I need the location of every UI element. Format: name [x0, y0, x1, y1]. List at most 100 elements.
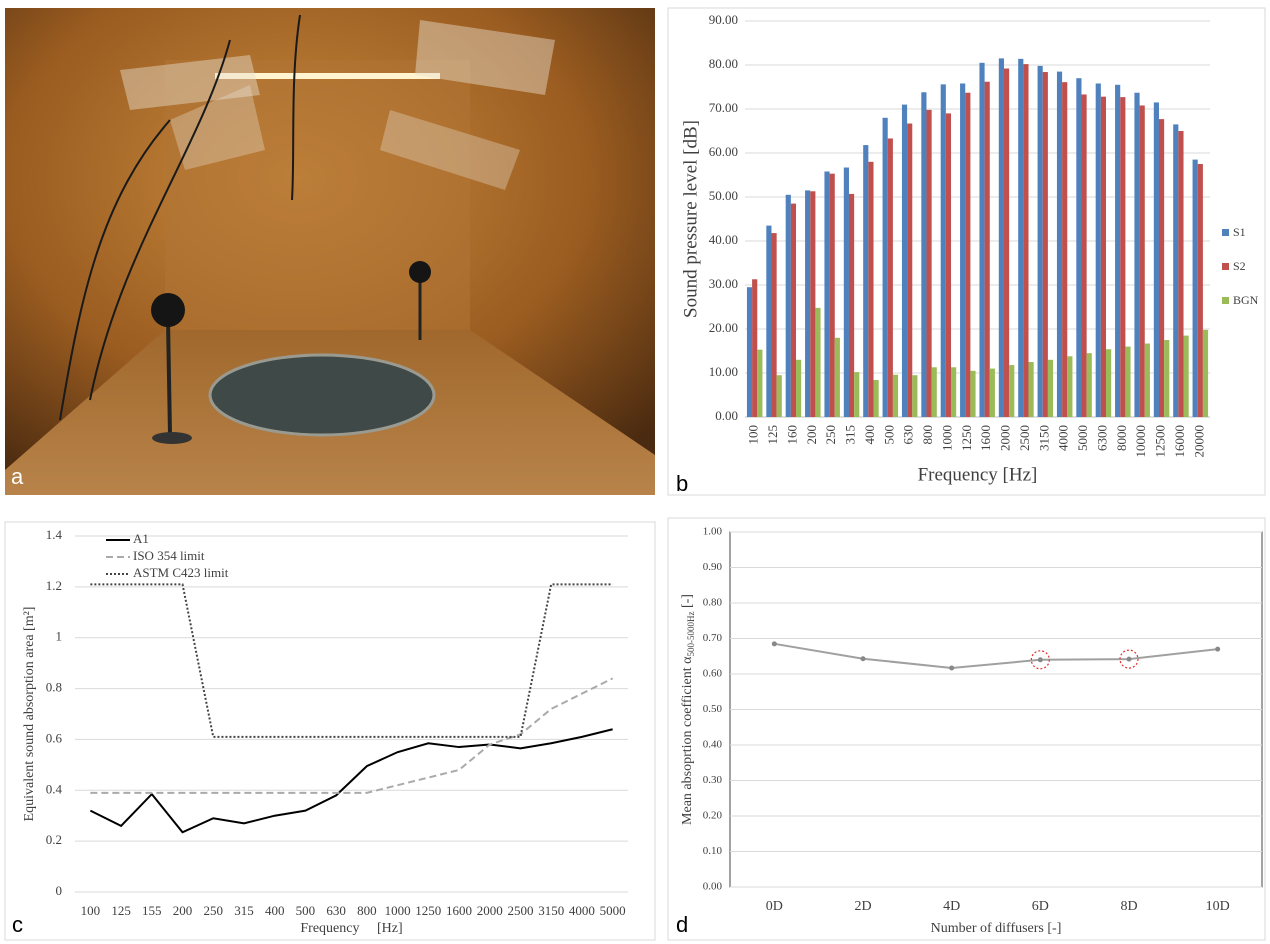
bar: [1164, 340, 1170, 417]
x-tick-label: 1000: [385, 903, 411, 918]
bar: [1081, 94, 1087, 417]
panel-label: d: [676, 912, 688, 937]
panel-frame: [667, 7, 1266, 496]
y-tick-label: 60.00: [709, 144, 738, 159]
x-tick-label: 125: [111, 903, 131, 918]
y-tick-label: 1.2: [46, 578, 62, 593]
x-tick-label: 400: [265, 903, 285, 918]
x-tick-label: 800: [920, 425, 935, 445]
bar: [1178, 131, 1184, 417]
y-axis-label: Sound pressure level [dB]: [680, 120, 701, 318]
bar: [790, 203, 797, 417]
highlight-circle: [1030, 650, 1050, 670]
x-tick-label: 315: [843, 425, 858, 445]
panel-frame: [667, 517, 1266, 941]
bar: [1037, 65, 1043, 417]
bar: [1086, 353, 1092, 417]
bar: [1197, 164, 1203, 417]
bar: [854, 372, 860, 417]
line: [90, 583, 613, 738]
bar: [834, 337, 840, 417]
bar: [912, 375, 918, 417]
bar: [873, 380, 879, 417]
bar: [945, 113, 952, 418]
panel-label: b: [676, 471, 688, 496]
y-tick-label: 1.4: [46, 527, 63, 542]
bar: [771, 233, 777, 417]
bar: [1144, 343, 1150, 417]
x-tick-label: 3150: [538, 903, 564, 918]
x-tick-label: 500: [296, 903, 316, 918]
photo: a: [5, 8, 655, 495]
y-axis-label-part: [-]: [680, 594, 695, 612]
bar: [805, 190, 811, 417]
x-tick-label: 8D: [1120, 899, 1137, 914]
y-tick-label: 0.6: [46, 730, 63, 745]
bar: [1047, 359, 1054, 417]
x-tick-label: 630: [901, 425, 916, 445]
x-tick-label: 315: [234, 903, 254, 918]
y-axis-label: Equivalent sound absorption area [m²]: [22, 607, 37, 822]
x-tick-label: 4000: [569, 903, 595, 918]
y-tick-label: 30.00: [709, 276, 738, 291]
x-tick-label: 500: [881, 425, 896, 445]
y-tick-label: 40.00: [709, 232, 738, 247]
y-tick-label: 50.00: [709, 188, 738, 203]
y-tick-label: 20.00: [709, 320, 738, 335]
bar: [989, 368, 995, 417]
bar: [1153, 102, 1159, 418]
x-tick-label: 6300: [1094, 425, 1109, 451]
y-tick-label: 0.00: [703, 881, 723, 893]
bar: [815, 307, 821, 417]
point: [1215, 646, 1221, 652]
y-tick-label: 70.00: [709, 100, 738, 115]
y-tick-label: 1.00: [703, 526, 723, 538]
x-tick-label: 100: [746, 425, 761, 445]
x-tick-label: 630: [326, 903, 346, 918]
x-tick-label: 1600: [978, 425, 993, 451]
line: [89, 728, 613, 834]
bar: [907, 123, 913, 418]
bar: [951, 367, 957, 417]
bar: [1106, 349, 1112, 417]
bar: [1115, 84, 1121, 418]
x-tick-label: 125: [765, 425, 780, 445]
bar: [1139, 105, 1145, 417]
x-tick-label: 20000: [1191, 425, 1206, 458]
x-tick-label: 250: [204, 903, 224, 918]
bar: [1125, 346, 1131, 417]
point: [771, 641, 777, 647]
legend-label: ASTM C423 limit: [133, 565, 229, 580]
bar: [921, 92, 927, 417]
legend-swatch: [1222, 297, 1229, 304]
bar: [1067, 356, 1073, 417]
bar: [1158, 119, 1165, 418]
x-tick-label: 5000: [1075, 425, 1090, 451]
x-axis-label: Number of diffusers [-]: [931, 921, 1062, 936]
line: [90, 677, 614, 794]
bar: [979, 62, 985, 418]
x-tick-label: 155: [142, 903, 162, 918]
x-tick-label: 2500: [507, 903, 533, 918]
legend-label: BGN: [1233, 293, 1259, 307]
bar: [1056, 71, 1063, 417]
highlight-circle: [1119, 649, 1139, 669]
y-tick-label: 10.00: [709, 364, 738, 379]
y-tick-label: 0.40: [703, 739, 723, 751]
x-tick-label: 4000: [1056, 425, 1071, 451]
x-tick-label: 1600: [446, 903, 472, 918]
x-tick-label: 1250: [415, 903, 441, 918]
y-tick-label: 0.90: [703, 561, 723, 573]
bar: [1023, 64, 1029, 418]
bar: [998, 58, 1004, 418]
bar: [892, 374, 899, 417]
x-tick-label: 12500: [1153, 425, 1168, 458]
x-tick-label: 200: [173, 903, 193, 918]
bar: [868, 161, 874, 417]
bar: [965, 92, 971, 417]
x-tick-label: 1250: [959, 425, 974, 451]
line: [774, 642, 1218, 669]
panel-label: a: [11, 464, 24, 489]
legend-swatch: [1222, 229, 1229, 236]
x-tick-label: 200: [804, 425, 819, 445]
